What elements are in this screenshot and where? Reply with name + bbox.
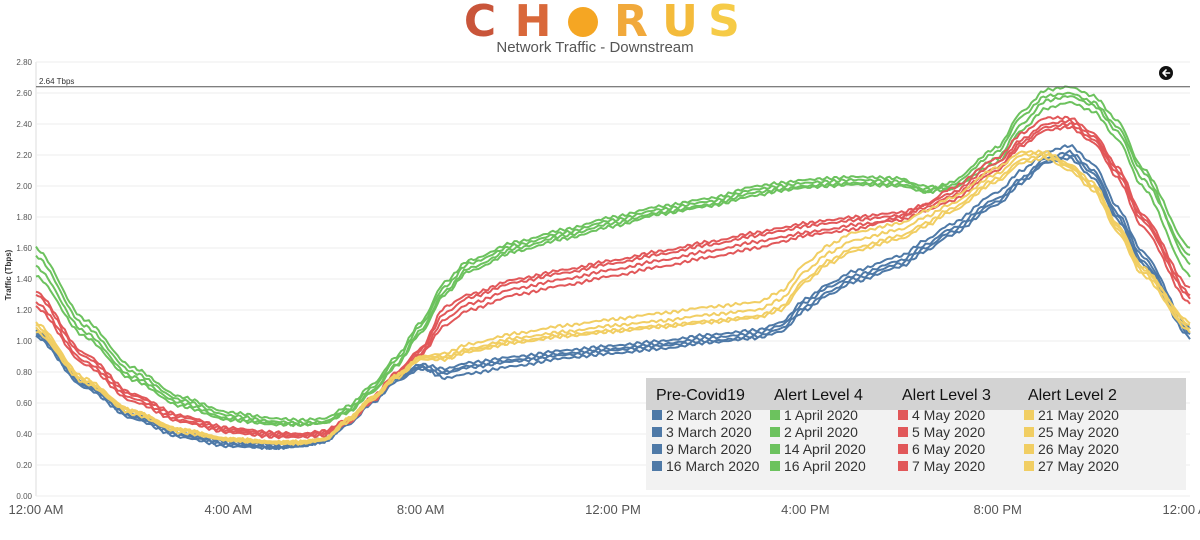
legend-item: 27 May 2020 — [1038, 458, 1119, 474]
series-line — [35, 155, 1191, 446]
y-tick-label: 2.20 — [16, 151, 32, 160]
y-ticks: 0.00 0.20 0.40 0.60 0.80 1.00 1.20 1.40 1.60 1.80… — [16, 58, 32, 501]
y-tick-label: 0.80 — [16, 368, 32, 377]
legend-group-title: Alert Level 3 — [902, 387, 991, 404]
x-tick-label: 12:00 PM — [585, 502, 641, 517]
reference-line-label: 2.64 Tbps — [39, 77, 74, 86]
legend-item: 1 April 2020 — [784, 407, 858, 423]
logo-letter-c: C — [464, 0, 496, 47]
series-line — [35, 85, 1191, 423]
y-tick-label: 0.60 — [16, 399, 32, 408]
legend-item: 16 March 2020 — [666, 458, 760, 474]
chart-title: Network Traffic - Downstream — [496, 39, 693, 56]
legend-swatch — [898, 410, 908, 420]
y-axis-label: Traffic (Tbps) — [4, 249, 13, 300]
gridlines — [36, 61, 1190, 497]
y-tick-label: 2.80 — [16, 58, 32, 67]
y-tick-label: 0.20 — [16, 461, 32, 470]
y-tick-label: 1.80 — [16, 213, 32, 222]
legend-swatch — [1024, 410, 1034, 420]
logo-letter-h: H — [515, 0, 552, 47]
chorus-logo: C H R U S — [464, 0, 740, 47]
legend-swatch — [652, 461, 662, 471]
x-tick-label: 8:00 PM — [973, 502, 1021, 517]
x-tick-label: 4:00 AM — [204, 502, 252, 517]
legend-item: 2 April 2020 — [784, 424, 858, 440]
legend-item: 14 April 2020 — [784, 441, 866, 457]
y-tick-label: 1.00 — [16, 337, 32, 346]
logo-letter-s: S — [708, 0, 740, 47]
series-line — [35, 153, 1191, 446]
legend-item: 21 May 2020 — [1038, 407, 1119, 423]
y-tick-label: 1.40 — [16, 275, 32, 284]
y-tick-label: 2.60 — [16, 89, 32, 98]
y-tick-label: 2.40 — [16, 120, 32, 129]
legend-swatch — [1024, 444, 1034, 454]
legend-swatch — [770, 444, 780, 454]
legend-swatch — [770, 427, 780, 437]
logo-letter-u: U — [662, 0, 698, 47]
legend-group-title: Alert Level 4 — [774, 387, 863, 404]
y-tick-label: 1.20 — [16, 306, 32, 315]
logo-letter-r: R — [614, 0, 648, 47]
series-line — [35, 125, 1191, 438]
series-line — [35, 95, 1191, 426]
legend-swatch — [898, 444, 908, 454]
legend-item: 2 March 2020 — [666, 407, 752, 423]
legend-item: 3 March 2020 — [666, 424, 752, 440]
x-tick-label: 12:00 AM — [9, 502, 64, 517]
legend-swatch — [770, 410, 780, 420]
legend-item: 7 May 2020 — [912, 458, 985, 474]
legend-swatch — [898, 461, 908, 471]
y-tick-label: 0.40 — [16, 430, 32, 439]
back-arrow-icon[interactable] — [1159, 66, 1173, 80]
x-tick-label: 4:00 PM — [781, 502, 829, 517]
legend-swatch — [1024, 427, 1034, 437]
legend-swatch — [652, 427, 662, 437]
legend-item: 16 April 2020 — [784, 458, 866, 474]
y-tick-label: 0.00 — [16, 492, 32, 501]
legend-group-title: Pre-Covid19 — [656, 387, 745, 404]
series-line — [35, 153, 1191, 451]
legend-swatch — [652, 410, 662, 420]
legend-swatch — [770, 461, 780, 471]
x-ticks: 12:00 AM 4:00 AM 8:00 AM 12:00 PM 4:00 PM 8:0… — [9, 502, 1200, 517]
y-tick-label: 1.60 — [16, 244, 32, 253]
legend-group-title: Alert Level 2 — [1028, 387, 1117, 404]
legend-swatch — [898, 427, 908, 437]
legend-item: 4 May 2020 — [912, 407, 985, 423]
sun-icon — [568, 7, 598, 37]
legend-item: 5 May 2020 — [912, 424, 985, 440]
legend-item: 6 May 2020 — [912, 441, 985, 457]
legend-item: 9 March 2020 — [666, 441, 752, 457]
series-lines — [35, 85, 1191, 451]
y-tick-label: 2.00 — [16, 182, 32, 191]
legend-item: 26 May 2020 — [1038, 441, 1119, 457]
x-tick-label: 12:00 AM — [1163, 502, 1200, 517]
legend-swatch — [1024, 461, 1034, 471]
legend-swatch — [652, 444, 662, 454]
x-tick-label: 8:00 AM — [397, 502, 445, 517]
legend-header-background — [646, 378, 1186, 410]
legend-item: 25 May 2020 — [1038, 424, 1119, 440]
series-line — [35, 115, 1191, 440]
